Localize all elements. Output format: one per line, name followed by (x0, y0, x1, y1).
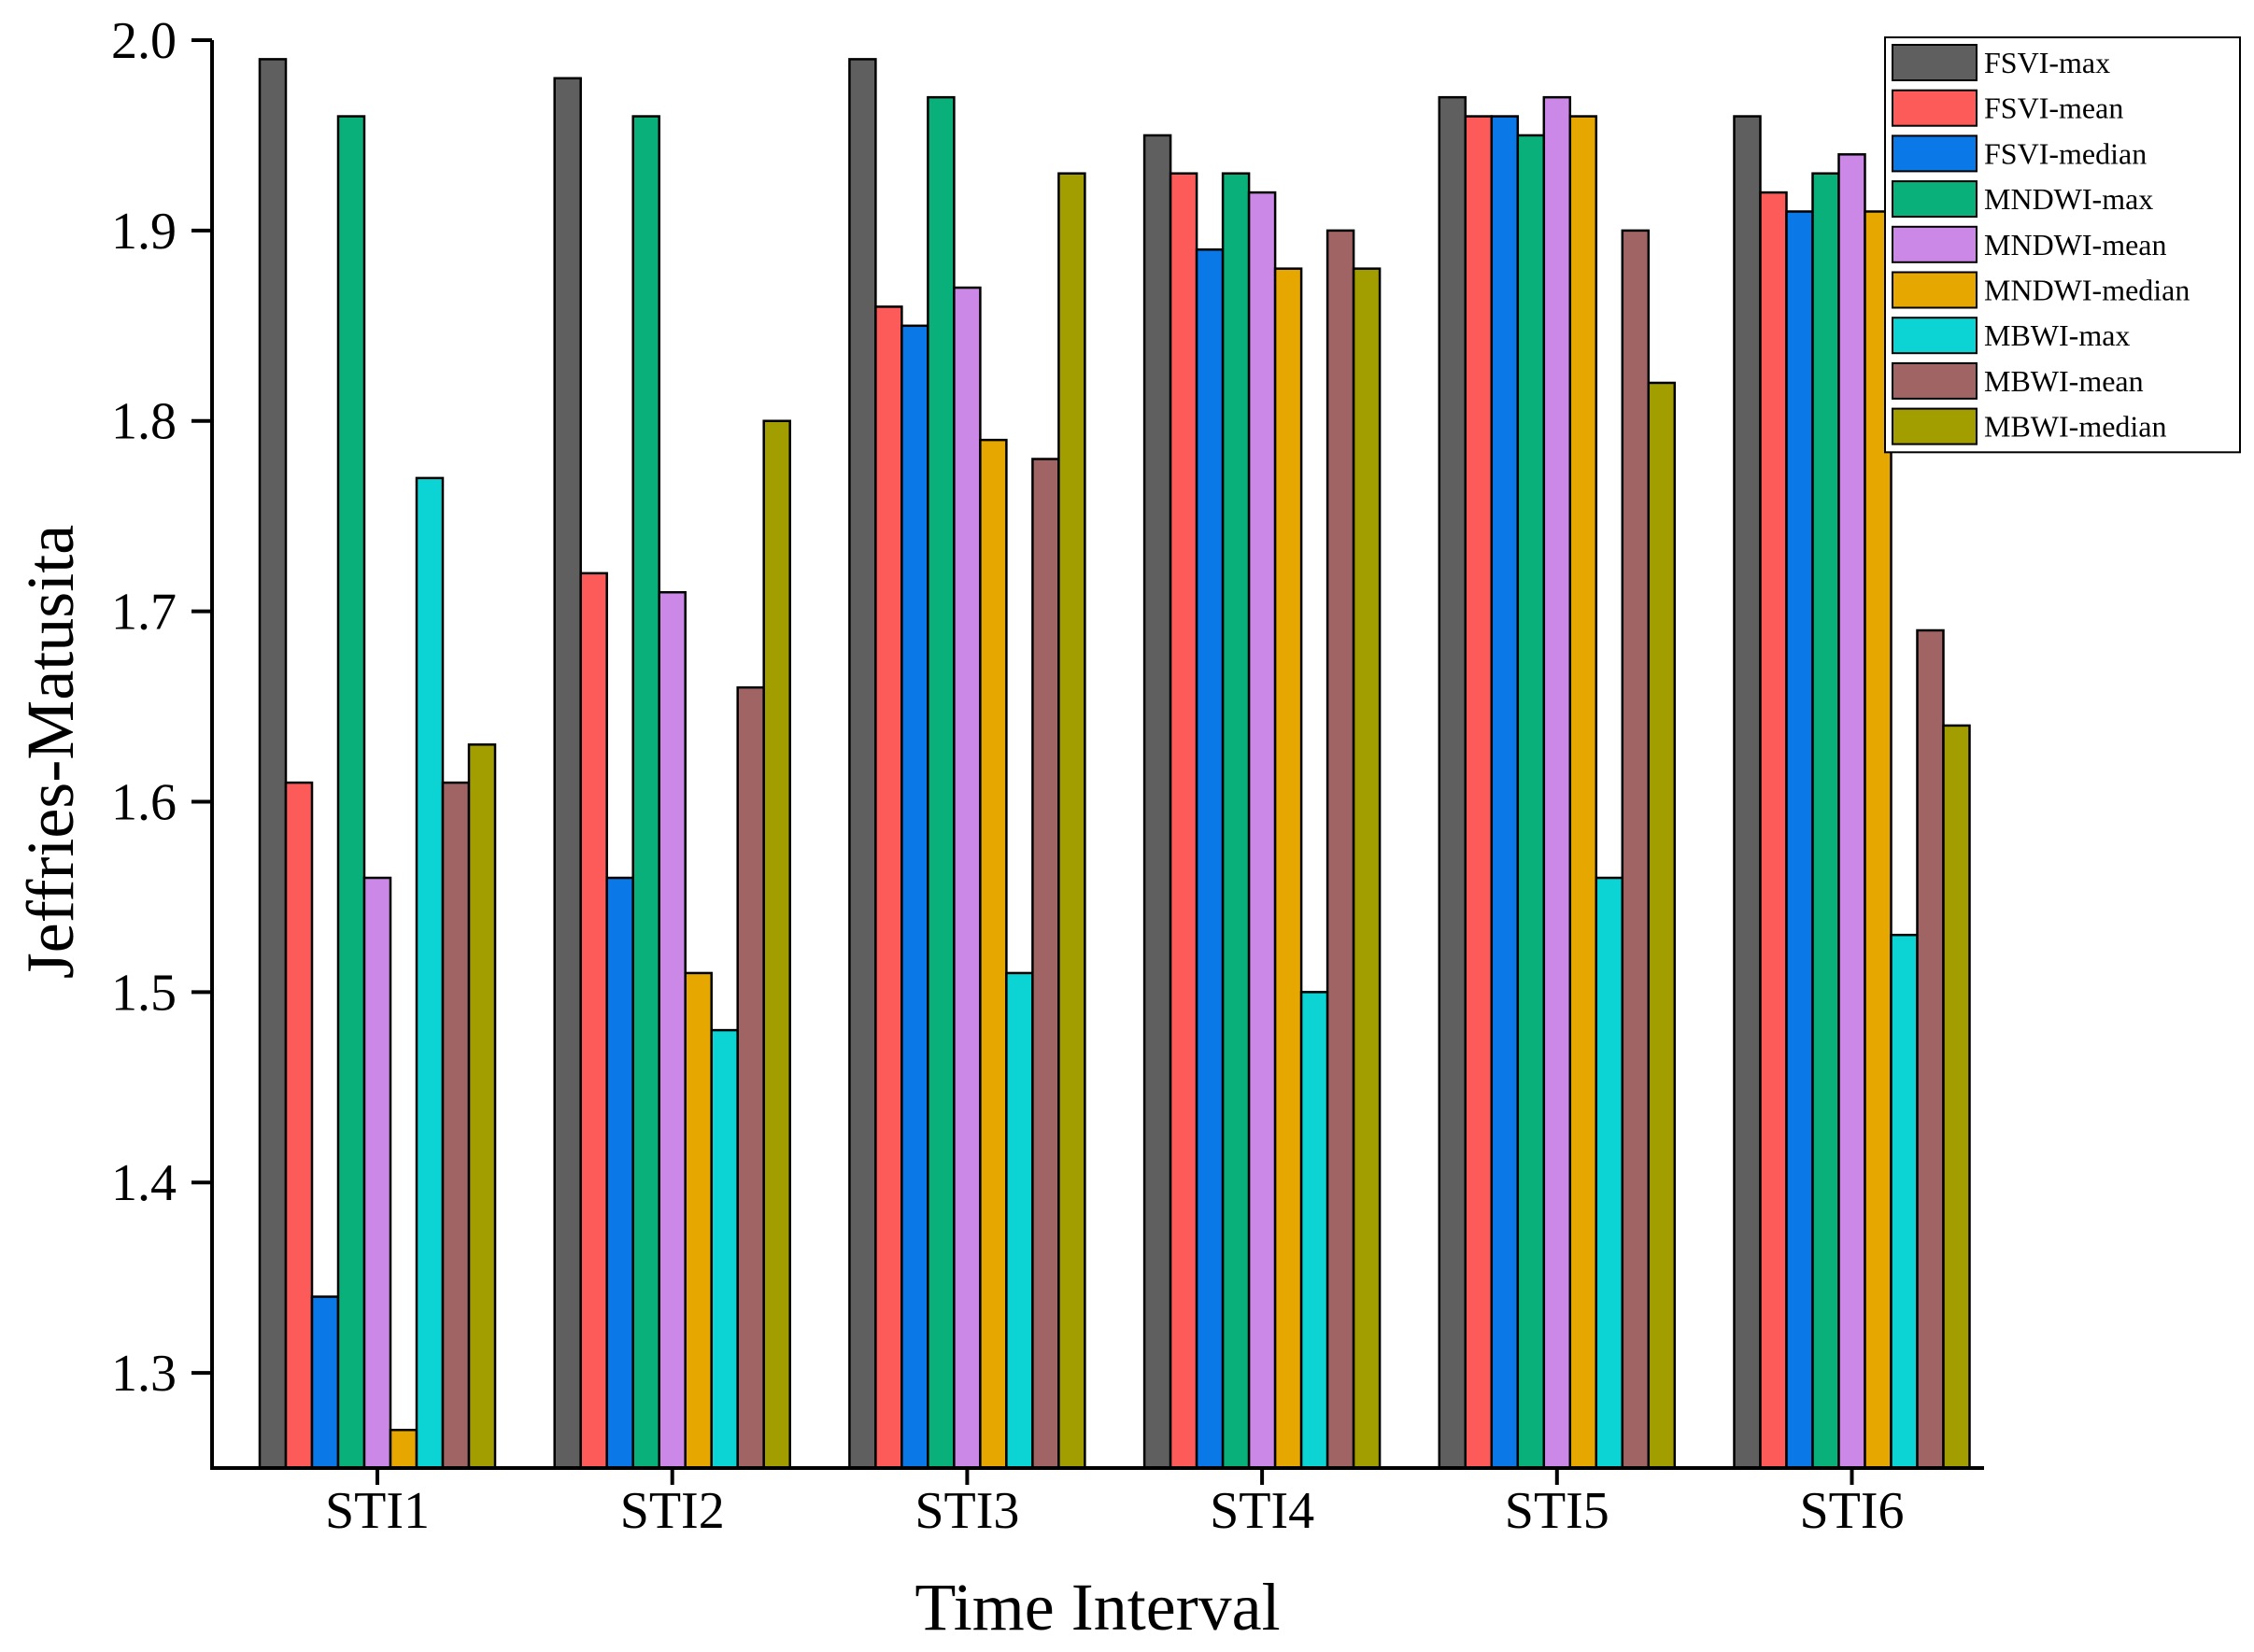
x-tick-label: STI5 (1505, 1482, 1609, 1540)
y-tick-label: 1.7 (111, 584, 177, 642)
x-tick-label: STI1 (325, 1482, 430, 1540)
legend-swatch (1892, 134, 1978, 173)
bar-mbwi-max-sti4 (1299, 991, 1329, 1470)
bar-mndwi-median-sti1 (389, 1428, 418, 1470)
bar-fsvi-max-sti6 (1733, 115, 1762, 1470)
bar-mbwi-median-sti3 (1057, 172, 1086, 1470)
bar-mndwi-mean-sti3 (953, 286, 982, 1470)
legend-swatch (1892, 407, 1978, 445)
bar-mndwi-max-sti5 (1516, 134, 1546, 1470)
bar-fsvi-max-sti2 (553, 77, 582, 1470)
bar-mndwi-median-sti4 (1273, 267, 1303, 1470)
axes-layer: 1.31.41.51.61.71.81.92.0 STI1 STI2 STI3 STI… (111, 12, 1984, 1540)
bar-mndwi-max-sti4 (1221, 172, 1251, 1470)
y-ticks: 1.3 1.4 1.5 1.6 1.7 1.8 1.9 2.0 (111, 12, 212, 1403)
bar-mbwi-median-sti5 (1647, 381, 1677, 1470)
bar-mndwi-mean-sti4 (1247, 191, 1277, 1470)
bar-mbwi-mean-sti5 (1621, 229, 1651, 1470)
bar-fsvi-max-sti4 (1142, 134, 1172, 1470)
bar-fsvi-median-sti4 (1195, 248, 1225, 1470)
x-tick-label: STI2 (620, 1482, 725, 1540)
legend-label: MNDWI-mean (1984, 228, 2166, 261)
legend-label: FSVI-mean (1984, 92, 2123, 125)
x-axis-title: Time Interval (914, 1570, 1280, 1645)
bar-fsvi-median-sti6 (1785, 210, 1814, 1470)
bar-mbwi-mean-sti3 (1031, 458, 1060, 1470)
bar-mndwi-median-sti2 (684, 971, 713, 1470)
x-tick-label: STI4 (1210, 1482, 1314, 1540)
bar-mbwi-median-sti1 (467, 743, 497, 1470)
y-tick-label: 2.0 (111, 12, 177, 70)
bar-fsvi-max-sti3 (848, 58, 877, 1470)
bar-mndwi-max-sti2 (631, 115, 660, 1470)
legend-swatch (1892, 225, 1978, 263)
bar-mbwi-median-sti6 (1942, 724, 1971, 1470)
legend: FSVI-max FSVI-mean FSVI-median MNDWI-max MND… (1884, 36, 2241, 454)
bar-fsvi-mean-sti6 (1759, 191, 1788, 1470)
bar-mbwi-mean-sti2 (736, 685, 765, 1470)
bar-mndwi-mean-sti1 (362, 876, 392, 1470)
bar-mndwi-max-sti3 (927, 95, 956, 1470)
bar-mndwi-median-sti3 (979, 438, 1008, 1470)
bar-mbwi-median-sti4 (1352, 267, 1382, 1470)
y-tick-label: 1.5 (111, 964, 177, 1022)
bar-mbwi-mean-sti1 (441, 781, 471, 1470)
legend-label: MNDWI-max (1984, 182, 2153, 216)
bar-fsvi-mean-sti1 (284, 781, 314, 1470)
legend-swatch (1892, 271, 1978, 309)
legend-swatch (1892, 89, 1978, 127)
bar-mbwi-max-sti2 (710, 1028, 739, 1470)
legend-label: MNDWI-median (1984, 274, 2190, 307)
bar-mndwi-max-sti1 (336, 115, 366, 1470)
x-ticks: STI1 STI2 STI3 STI4 STI5 STI6 (325, 1468, 1905, 1540)
legend-label: FSVI-median (1984, 136, 2147, 170)
bar-mbwi-median-sti2 (762, 419, 791, 1470)
x-tick-label: STI3 (914, 1482, 1019, 1540)
y-tick-label: 1.6 (111, 773, 177, 831)
legend-swatch (1892, 180, 1978, 219)
y-tick-label: 1.4 (111, 1154, 177, 1212)
y-axis-title: Jeffries-Matusita (13, 525, 88, 980)
x-tick-label: STI6 (1800, 1482, 1905, 1540)
bar-fsvi-median-sti2 (605, 876, 634, 1470)
bar-mndwi-mean-sti5 (1542, 95, 1572, 1470)
bar-mbwi-mean-sti6 (1916, 628, 1945, 1470)
bar-mbwi-max-sti3 (1005, 971, 1034, 1470)
legend-label: FSVI-max (1984, 46, 2110, 79)
legend-swatch (1892, 361, 1978, 400)
bar-fsvi-median-sti3 (900, 324, 929, 1470)
bar-fsvi-median-sti5 (1490, 115, 1520, 1470)
bar-fsvi-max-sti5 (1438, 95, 1467, 1470)
bar-fsvi-median-sti1 (310, 1295, 340, 1470)
legend-label: MBWI-median (1984, 410, 2167, 444)
bar-mndwi-mean-sti6 (1837, 153, 1866, 1470)
bar-mbwi-max-sti5 (1595, 876, 1624, 1470)
legend-swatch (1892, 317, 1978, 355)
bar-fsvi-mean-sti2 (579, 572, 608, 1470)
y-tick-label: 1.8 (111, 393, 177, 451)
bars-layer (258, 58, 1971, 1470)
bar-mndwi-mean-sti2 (658, 590, 687, 1470)
bar-mbwi-max-sti6 (1890, 933, 1919, 1470)
bar-mbwi-max-sti1 (415, 476, 445, 1470)
y-tick-label: 1.3 (111, 1345, 177, 1403)
legend-swatch (1892, 44, 1978, 81)
legend-label: MBWI-max (1984, 318, 2130, 352)
bar-fsvi-mean-sti5 (1464, 115, 1494, 1470)
bar-fsvi-max-sti1 (258, 58, 288, 1470)
y-tick-label: 1.9 (111, 203, 177, 261)
bar-mbwi-mean-sti4 (1325, 229, 1355, 1470)
bar-mndwi-median-sti5 (1568, 115, 1598, 1470)
bar-mndwi-max-sti6 (1811, 172, 1840, 1470)
bar-fsvi-mean-sti4 (1169, 172, 1198, 1470)
legend-label: MBWI-mean (1984, 364, 2144, 398)
bar-fsvi-mean-sti3 (874, 305, 903, 1470)
